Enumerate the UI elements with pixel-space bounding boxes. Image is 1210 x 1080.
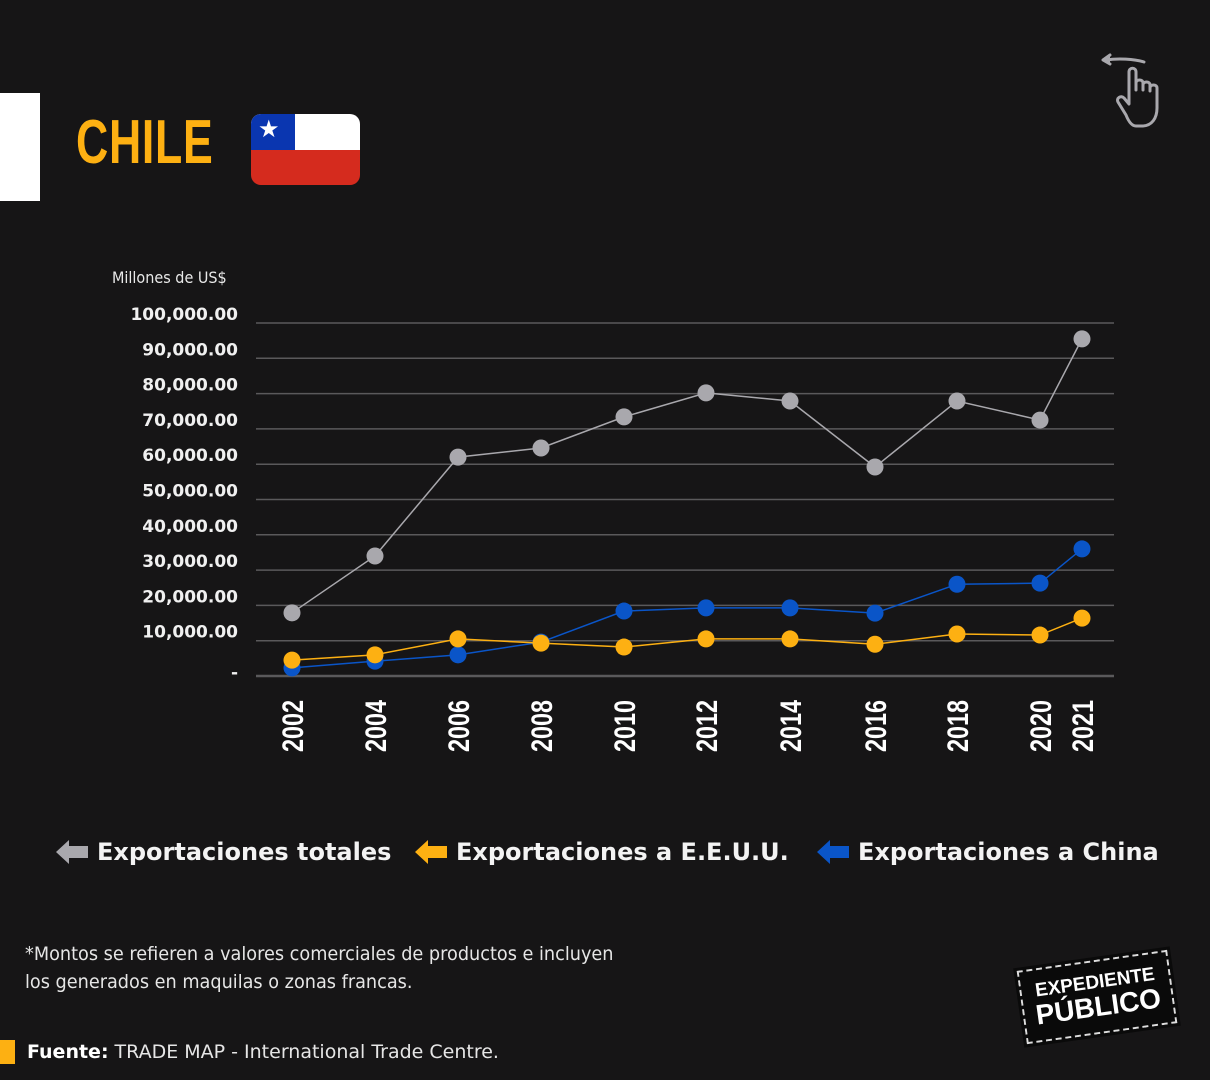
y-tick-label: 80,000.00	[142, 376, 238, 396]
data-point	[866, 635, 884, 653]
footnote-line: *Montos se refieren a valores comerciale…	[25, 943, 614, 965]
legend-label: Exportaciones a E.E.U.U.	[456, 838, 789, 866]
legend-item-china: Exportaciones a China	[816, 838, 1159, 866]
series-line-0	[291, 338, 1083, 614]
data-point	[449, 630, 467, 648]
data-point	[866, 604, 884, 622]
data-point	[532, 439, 550, 457]
data-point	[366, 547, 384, 565]
data-point	[948, 625, 966, 643]
x-tick-label: 2010	[608, 700, 641, 752]
series-lines	[291, 338, 1083, 669]
x-tick-label: 2018	[941, 700, 974, 752]
data-point	[1073, 330, 1091, 348]
y-tick-label: 90,000.00	[142, 340, 238, 360]
data-point	[697, 384, 715, 402]
data-point	[866, 458, 884, 476]
data-point	[283, 604, 301, 622]
x-tick-label: 2014	[774, 700, 807, 752]
swipe-left-hand-icon	[1101, 53, 1159, 128]
arrow-left-icon	[817, 840, 849, 864]
y-axis-ticks: 100,000.00 90,000.00 80,000.00 70,000.00 60,…	[130, 305, 238, 683]
page-title: CHILE	[76, 108, 214, 177]
source-marker	[0, 1040, 15, 1064]
data-point	[781, 392, 799, 410]
data-point	[449, 646, 467, 664]
footnote: *Montos se refieren a valores comerciale…	[25, 940, 613, 996]
legend: Exportaciones totales Exportaciones a E.…	[0, 838, 1210, 874]
data-point	[1031, 574, 1049, 592]
series-points	[283, 330, 1091, 677]
chile-flag: ★	[251, 114, 360, 185]
legend-item-totales: Exportaciones totales	[55, 838, 391, 866]
data-point	[615, 638, 633, 656]
y-tick-label: 100,000.00	[130, 305, 238, 325]
data-point	[615, 602, 633, 620]
data-point	[532, 634, 550, 652]
footnote-line: los generados en maquilas o zonas franca…	[25, 971, 413, 993]
data-point	[781, 630, 799, 648]
y-tick-label: 30,000.00	[142, 552, 238, 572]
legend-label: Exportaciones totales	[97, 838, 392, 866]
y-tick-label: 20,000.00	[142, 587, 238, 607]
y-tick-label: -	[231, 663, 238, 683]
data-point	[948, 392, 966, 410]
line-chart: 100,000.00 90,000.00 80,000.00 70,000.00 60,…	[130, 305, 1114, 752]
star-icon: ★	[258, 115, 280, 143]
x-tick-label: 2004	[359, 700, 392, 752]
arrow-left-icon	[56, 840, 88, 864]
x-tick-label: 2006	[442, 700, 475, 752]
y-tick-label: 60,000.00	[142, 446, 238, 466]
data-point	[781, 599, 799, 617]
data-point	[1031, 411, 1049, 429]
data-point	[948, 575, 966, 593]
x-tick-label: 2016	[859, 700, 892, 752]
x-tick-label: 2020	[1024, 700, 1057, 752]
data-point	[697, 599, 715, 617]
x-tick-label: 2008	[525, 700, 558, 752]
data-point	[1073, 609, 1091, 627]
data-point	[366, 646, 384, 664]
source-text: TRADE MAP - International Trade Centre.	[114, 1041, 499, 1063]
expediente-publico-logo: EXPEDIENTE PÚBLICO	[1013, 945, 1181, 1049]
source-line: Fuente: TRADE MAP - International Trade …	[0, 1040, 499, 1064]
data-point	[697, 630, 715, 648]
gridlines	[256, 322, 1114, 678]
legend-label: Exportaciones a China	[858, 838, 1159, 866]
legend-item-eeuu: Exportaciones a E.E.U.U.	[414, 838, 789, 866]
x-tick-label: 2021	[1066, 700, 1099, 752]
data-point	[1073, 540, 1091, 558]
y-tick-label: 10,000.00	[142, 623, 238, 643]
data-point	[449, 448, 467, 466]
arrow-left-icon	[415, 840, 447, 864]
x-axis-ticks: 2002 2004 2006 2008 2010 2012 2014 2016 2018 2020…	[276, 700, 1099, 752]
data-point	[1031, 626, 1049, 644]
data-point	[615, 408, 633, 426]
data-point	[283, 651, 301, 669]
y-tick-label: 50,000.00	[142, 482, 238, 502]
decorative-white-block	[0, 93, 40, 201]
x-tick-label: 2012	[690, 700, 723, 752]
y-tick-label: 40,000.00	[142, 517, 238, 537]
source-label: Fuente:	[27, 1041, 109, 1063]
series-line-1	[291, 548, 1083, 669]
y-tick-label: 70,000.00	[142, 411, 238, 431]
x-tick-label: 2002	[276, 700, 309, 752]
y-axis-title: Millones de US$	[112, 268, 227, 287]
